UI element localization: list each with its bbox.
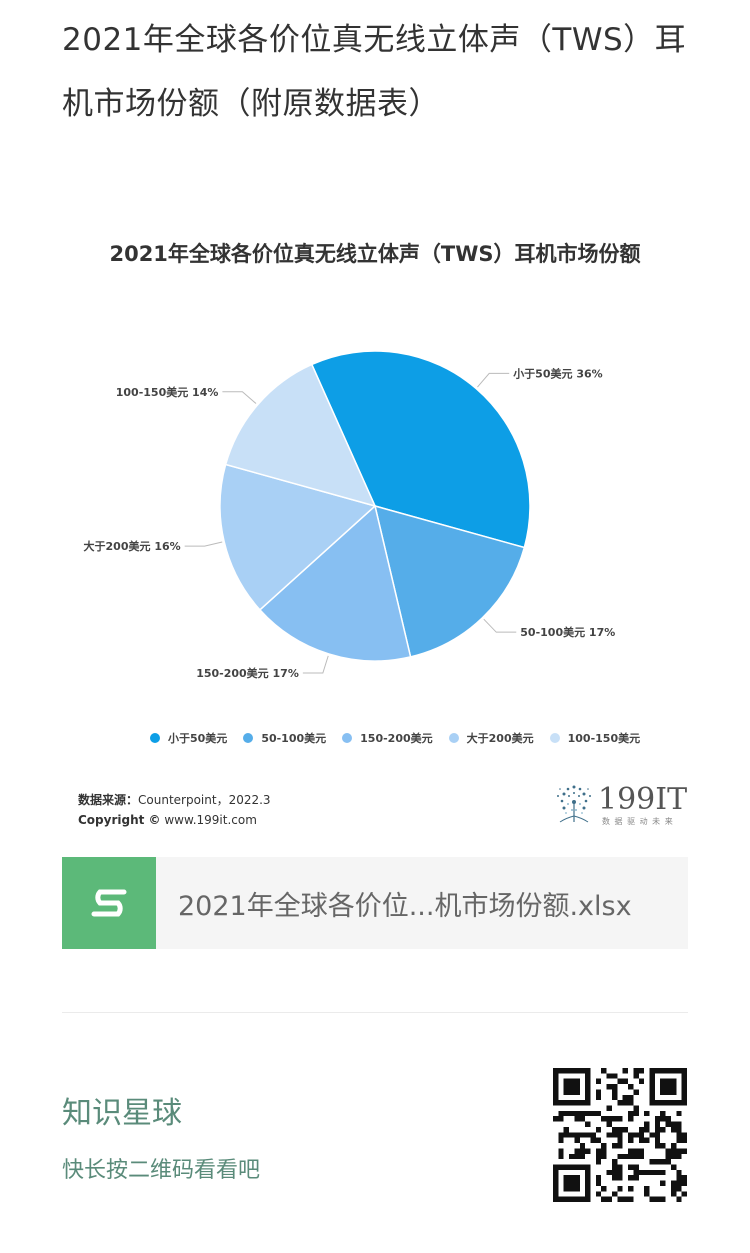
pie-slice-4 (219, 463, 377, 611)
legend-item: 大于200美元 (448, 730, 534, 746)
copyright-label: Copyright © (78, 813, 161, 827)
chart-card: 小于50美元 36% 50-100美元 17% 150-200美元 17% 大于200… (62, 220, 688, 840)
pie-slice-5 (224, 363, 377, 508)
legend-item: 100-150美元 (549, 730, 641, 746)
qr-code-icon[interactable] (553, 1068, 687, 1202)
leader-line-5 (222, 391, 257, 404)
legend-swatch (243, 733, 254, 743)
legend-item: 150-200美元 (342, 730, 433, 746)
legend-swatch (150, 733, 160, 743)
pie-slice-3 (258, 504, 412, 662)
dandelion-icon (557, 785, 591, 823)
legend-label: 小于50美元 (168, 732, 228, 745)
pie-chart: 小于50美元 36% 50-100美元 17% 150-200美元 17% 大于200… (84, 350, 615, 680)
legend-label: 大于200美元 (466, 732, 534, 745)
data-label-3: 150-200美元 17% (196, 666, 299, 680)
sheet-file-icon (62, 857, 156, 949)
leader-line-1 (477, 372, 510, 388)
leader-line-3 (302, 655, 329, 674)
leader-line-2 (483, 618, 517, 633)
footer-title: 知识星球 (62, 1096, 182, 1131)
pie-slice-1 (310, 350, 531, 549)
chart-title: 2021年全球各价位真无线立体声（TWS）耳机市场份额 (109, 242, 641, 266)
source-value: Counterpoint，2022.3 (138, 793, 271, 807)
copyright-value: www.199it.com (160, 813, 257, 827)
data-label-4: 大于200美元 16% (84, 539, 181, 553)
chart-legend: 小于50美元 50-100美元 150-200美元 大于200美元 100-150美元 (150, 728, 640, 748)
brand-logo: 199IT 数 据 驱 动 未 来 (552, 780, 692, 830)
legend-label: 50-100美元 (261, 732, 327, 745)
page-title: 2021年全球各价位真无线立体声（TWS）耳机市场份额（附原数据表） (62, 22, 687, 122)
legend-item: 50-100美元 (243, 730, 326, 746)
divider (62, 1012, 688, 1013)
attachment-filename: 2021年全球各价位...机市场份额.xlsx (178, 890, 632, 922)
data-source: 数据来源：Counterpoint，2022.3 Copyright © www… (78, 790, 271, 830)
logo-tagline: 数 据 驱 动 未 来 (602, 817, 674, 826)
legend-label: 100-150美元 (567, 732, 641, 745)
data-label-1: 小于50美元 36% (512, 366, 602, 380)
logo-text: 199IT (598, 782, 688, 817)
legend-swatch (549, 733, 560, 743)
leader-line-4 (184, 541, 223, 547)
pie-slice-2 (373, 504, 526, 658)
legend-swatch (448, 733, 459, 743)
data-label-5: 100-150美元 14% (116, 385, 219, 399)
attachment-card[interactable]: 2021年全球各价位...机市场份额.xlsx (62, 857, 688, 949)
source-label: 数据来源： (78, 793, 139, 807)
legend-item: 小于50美元 (150, 730, 227, 746)
footer-subtitle: 快长按二维码看看吧 (62, 1158, 261, 1183)
legend-swatch (342, 733, 353, 743)
data-label-2: 50-100美元 17% (520, 625, 615, 639)
legend-label: 150-200美元 (360, 732, 433, 745)
